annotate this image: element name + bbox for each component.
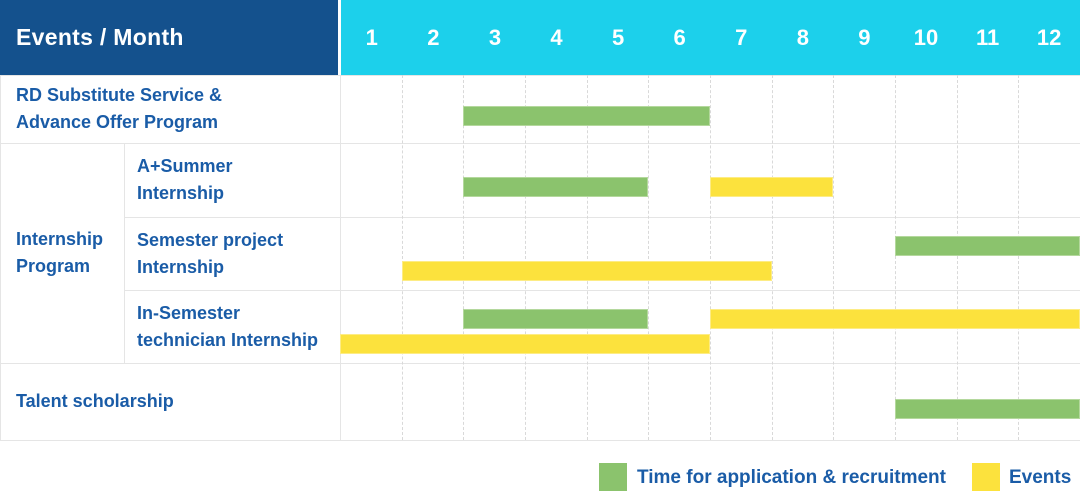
- month-header-row: 1 2 3 4 5 6 7 8 9 10 11 12: [341, 0, 1080, 75]
- month-grid-line: [648, 75, 650, 440]
- row-divider: [0, 440, 1080, 441]
- row-label-rd-substitute-service: RD Substitute Service & Advance Offer Pr…: [16, 85, 223, 132]
- month-label-11: 11: [975, 24, 1000, 50]
- month-label-6: 6: [673, 24, 686, 50]
- event-bar: [710, 177, 834, 197]
- application-recruitment-bar: [895, 236, 1080, 256]
- month-label-2: 2: [427, 24, 440, 50]
- month-grid-line: [401, 75, 403, 440]
- row-label-in-semester-technician-internship: In-Semester technician Internship: [137, 302, 319, 350]
- month-grid-line: [463, 75, 465, 440]
- month-grid-line: [956, 75, 958, 440]
- events-legend-swatch: [972, 463, 1000, 491]
- month-grid-line: [771, 75, 773, 440]
- event-bar: [340, 334, 710, 354]
- month-label-8: 8: [796, 24, 809, 50]
- month-label-4: 4: [550, 24, 563, 50]
- month-label-1: 1: [365, 24, 378, 50]
- column-divider: [340, 75, 341, 440]
- row-divider: [0, 363, 1080, 364]
- month-grid-line: [525, 75, 526, 440]
- row-divider: [0, 75, 1080, 76]
- month-label-7: 7: [735, 24, 748, 50]
- group-label-internship-program: Internship Program: [16, 229, 104, 276]
- table-corner-header: Events / Month: [0, 0, 338, 75]
- month-label-9: 9: [858, 24, 871, 50]
- event-bar: [710, 309, 1080, 329]
- month-grid-line: [895, 75, 896, 440]
- row-divider: [124, 217, 1080, 218]
- month-grid-line: [586, 75, 588, 440]
- month-label-3: 3: [488, 24, 502, 50]
- month-grid-line: [1018, 75, 1020, 440]
- month-label-10: 10: [913, 24, 939, 50]
- month-label-12: 12: [1036, 24, 1062, 50]
- row-divider: [0, 143, 1080, 144]
- month-label-5: 5: [611, 24, 625, 50]
- application-recruitment-bar: [463, 177, 649, 197]
- row-label-a-plus-summer-internship: A+Summer Internship: [137, 156, 233, 203]
- month-grid-line: [710, 75, 711, 440]
- application-recruitment-bar: [463, 106, 710, 126]
- application-recruitment-legend-label: Time for application & recruitment: [637, 467, 946, 488]
- row-divider: [124, 290, 1080, 291]
- month-grid-line: [833, 75, 835, 440]
- application-recruitment-bar: [895, 398, 1080, 419]
- column-divider: [124, 143, 125, 363]
- application-recruitment-legend-swatch: [599, 463, 627, 491]
- events-legend-label: Events: [1009, 467, 1072, 488]
- application-recruitment-bar: [463, 309, 649, 329]
- column-divider: [0, 75, 1, 440]
- event-bar: [401, 261, 772, 281]
- corner-header-label: Events / Month: [16, 24, 184, 50]
- row-label-talent-scholarship: Talent scholarship: [16, 391, 174, 411]
- row-label-semester-project-internship: Semester project Internship: [137, 229, 284, 277]
